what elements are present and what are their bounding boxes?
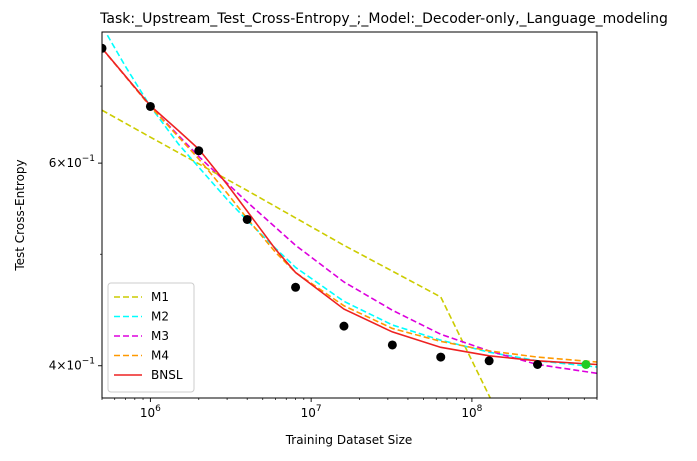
legend-label-m2: M2 bbox=[151, 310, 169, 324]
legend-label-bnsl: BNSL bbox=[151, 368, 183, 382]
data-point bbox=[387, 340, 397, 350]
y-tick-label: 4×10−1 bbox=[49, 357, 95, 373]
data-point bbox=[436, 352, 446, 362]
data-point bbox=[242, 214, 252, 224]
y-axis-label: Test Cross-Entropy bbox=[13, 159, 27, 271]
legend: M1 M2 M3 M4 BNSL bbox=[107, 282, 195, 393]
plot-frame bbox=[101, 31, 598, 399]
data-point bbox=[194, 146, 204, 156]
data-point-extrapolated bbox=[581, 359, 591, 369]
series-layer bbox=[102, 34, 597, 398]
series-line-m4 bbox=[102, 47, 597, 363]
x-axis-label: Training Dataset Size bbox=[285, 433, 413, 447]
data-point bbox=[533, 359, 543, 369]
data-point bbox=[145, 101, 155, 111]
x-tick-label: 107 bbox=[301, 404, 322, 420]
x-axis-ticks: 106 107 108 bbox=[101, 398, 598, 420]
y-tick-label: 6×10−1 bbox=[49, 154, 95, 170]
data-point bbox=[102, 43, 107, 53]
legend-label-m1: M1 bbox=[151, 290, 169, 304]
data-point bbox=[484, 356, 494, 366]
legend-label-m3: M3 bbox=[151, 329, 169, 343]
data-point bbox=[291, 282, 301, 292]
x-tick-label: 106 bbox=[140, 404, 161, 420]
legend-label-m4: M4 bbox=[151, 349, 169, 363]
x-tick-label: 108 bbox=[461, 404, 482, 420]
chart-title: Task:_Upstream_Test_Cross-Entropy_;_Mode… bbox=[99, 11, 668, 27]
points-layer bbox=[102, 43, 591, 369]
series-line-m3 bbox=[102, 47, 597, 375]
data-point bbox=[339, 321, 349, 331]
y-axis-ticks: 4×10−1 6×10−1 bbox=[49, 85, 102, 373]
legend-box bbox=[107, 282, 195, 393]
series-line-m1 bbox=[102, 109, 491, 398]
series-line-bnsl bbox=[102, 47, 597, 366]
